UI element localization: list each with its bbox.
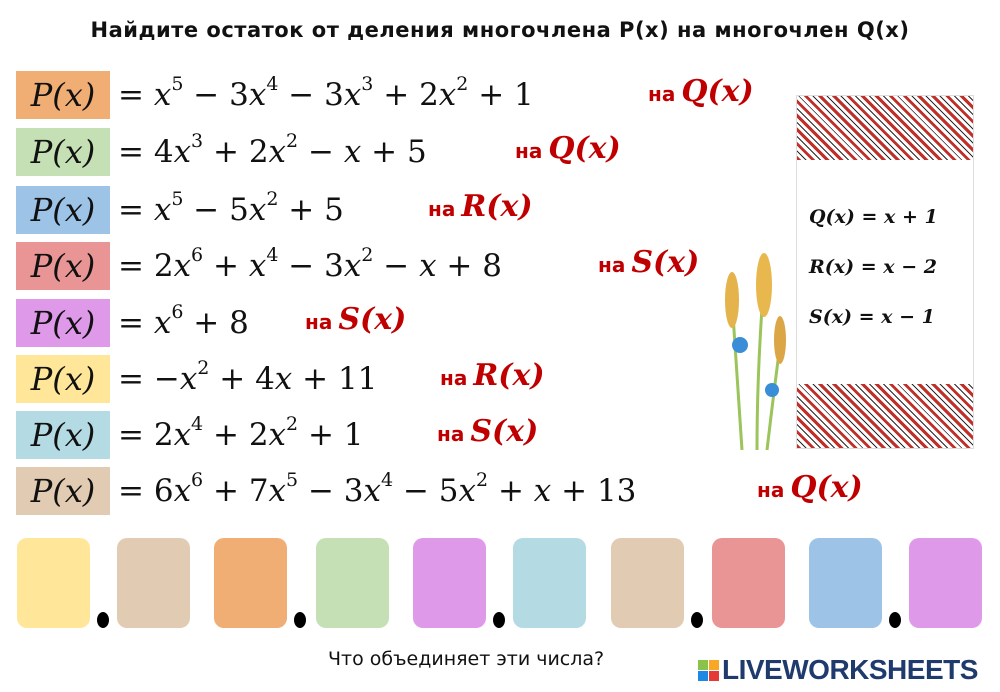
divisor-prefix: на xyxy=(437,422,465,446)
divisor-name: R(x) xyxy=(473,358,545,393)
embroidery-ornament-top xyxy=(797,96,973,160)
decimal-point xyxy=(97,612,109,628)
polynomial-formula: = 2x6 + x4 − 3x2 − x + 8 xyxy=(118,244,502,285)
polynomial-row: P(x) = 2x4 + 2x2 + 1 xyxy=(16,410,364,460)
divisor-prefix: на xyxy=(440,366,468,390)
divisor-prefix: на xyxy=(305,310,333,334)
polynomial-row: P(x) = x5 − 5x2 + 5 xyxy=(16,185,344,235)
polynomial-formula: = x5 − 5x2 + 5 xyxy=(118,188,344,229)
divisor-label: на Q(x) xyxy=(515,131,621,166)
polynomial-label: P(x) xyxy=(16,355,110,403)
answer-box[interactable] xyxy=(117,538,190,628)
answer-box[interactable] xyxy=(17,538,90,628)
divisor-label: на S(x) xyxy=(598,245,699,280)
decimal-point xyxy=(493,612,505,628)
definition-s: S(x) = x − 1 xyxy=(809,306,935,328)
divisor-prefix: на xyxy=(757,478,785,502)
polynomial-formula: = 4x3 + 2x2 − x + 5 xyxy=(118,130,427,171)
polynomial-row: P(x) = −x2 + 4x + 11 xyxy=(16,354,377,404)
polynomial-formula: = 6x6 + 7x5 − 3x4 − 5x2 + x + 13 xyxy=(118,469,637,510)
decimal-point xyxy=(691,612,703,628)
page-title: Найдите остаток от деления многочлена P(… xyxy=(90,18,910,42)
answer-box[interactable] xyxy=(316,538,389,628)
polynomial-formula: = x6 + 8 xyxy=(118,301,249,342)
answer-box[interactable] xyxy=(809,538,882,628)
polynomial-row: P(x) = x5 − 3x4 − 3x3 + 2x2 + 1 xyxy=(16,70,534,120)
divisor-prefix: на xyxy=(598,253,626,277)
polynomial-formula: = −x2 + 4x + 11 xyxy=(118,357,378,398)
divisor-name: S(x) xyxy=(338,302,407,337)
polynomial-label: P(x) xyxy=(16,299,110,347)
polynomial-formula: = 2x4 + 2x2 + 1 xyxy=(118,413,364,454)
wheat-flowers-decoration xyxy=(725,253,786,450)
divisor-name: Q(x) xyxy=(681,74,754,109)
definition-q: Q(x) = x + 1 xyxy=(809,206,938,228)
liveworksheets-logo: LIVEWORKSHEETS xyxy=(698,654,978,686)
polynomial-row: P(x) = 2x6 + x4 − 3x2 − x + 8 xyxy=(16,241,502,291)
question-text: Что объединяет эти числа? xyxy=(328,648,605,670)
polynomial-row: P(x) = 6x6 + 7x5 − 3x4 − 5x2 + x + 13 xyxy=(16,466,636,516)
divisor-label: на S(x) xyxy=(437,414,538,449)
divisor-name: S(x) xyxy=(470,414,539,449)
divisor-prefix: на xyxy=(648,82,676,106)
divisor-name: Q(x) xyxy=(548,131,621,166)
divisor-name: R(x) xyxy=(461,189,533,224)
divisor-name: Q(x) xyxy=(790,470,863,505)
polynomial-label: P(x) xyxy=(16,71,110,119)
answer-box[interactable] xyxy=(611,538,684,628)
answer-box[interactable] xyxy=(413,538,486,628)
divisor-label: на Q(x) xyxy=(757,470,863,505)
polynomial-row: P(x) = x6 + 8 xyxy=(16,298,249,348)
answer-box[interactable] xyxy=(712,538,785,628)
embroidery-ornament-bottom xyxy=(797,384,973,448)
decimal-point xyxy=(889,612,901,628)
polynomial-formula: = x5 − 3x4 − 3x3 + 2x2 + 1 xyxy=(118,73,534,114)
divisor-name: S(x) xyxy=(631,245,700,280)
answer-box[interactable] xyxy=(214,538,287,628)
answer-box[interactable] xyxy=(513,538,586,628)
answer-box[interactable] xyxy=(909,538,982,628)
divisor-prefix: на xyxy=(428,197,456,221)
divisor-label: на R(x) xyxy=(428,189,533,224)
divisor-label: на R(x) xyxy=(440,358,545,393)
polynomial-label: P(x) xyxy=(16,186,110,234)
logo-icon xyxy=(698,659,719,681)
divisor-prefix: на xyxy=(515,139,543,163)
definition-r: R(x) = x − 2 xyxy=(809,256,937,278)
polynomial-label: P(x) xyxy=(16,128,110,176)
polynomial-label: P(x) xyxy=(16,411,110,459)
divisor-label: на S(x) xyxy=(305,302,406,337)
polynomial-label: P(x) xyxy=(16,467,110,515)
divisor-label: на Q(x) xyxy=(648,74,754,109)
polynomial-row: P(x) = 4x3 + 2x2 − x + 5 xyxy=(16,127,427,177)
decimal-point xyxy=(294,612,306,628)
divisor-definitions-panel: Q(x) = x + 1 R(x) = x − 2 S(x) = x − 1 xyxy=(796,95,974,449)
polynomial-label: P(x) xyxy=(16,242,110,290)
